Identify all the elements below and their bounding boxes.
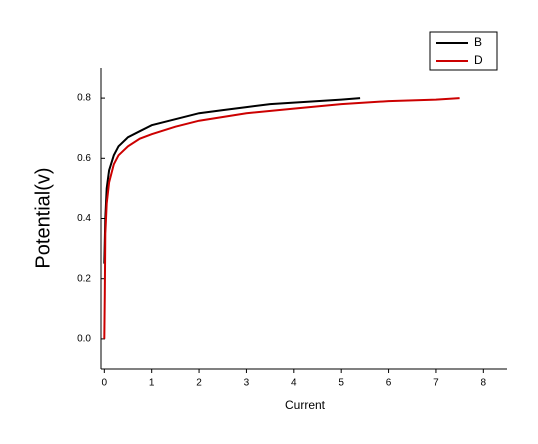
legend-label: B: [474, 35, 482, 49]
legend-label: D: [474, 53, 483, 67]
x-tick-label: 6: [386, 378, 392, 389]
x-tick-label: 0: [102, 378, 108, 389]
y-tick-label: 0.6: [77, 153, 91, 164]
y-tick-label: 0.8: [77, 93, 91, 104]
y-tick-label: 0.0: [77, 334, 91, 345]
x-tick-label: 5: [338, 378, 344, 389]
y-axis-label: Potential(v): [32, 167, 54, 268]
x-axis-label: Current: [285, 398, 326, 412]
x-tick-label: 1: [149, 378, 155, 389]
legend-box: [429, 31, 498, 71]
series-line: [103, 97, 460, 339]
x-tick-label: 7: [433, 378, 439, 389]
x-tick-label: 4: [291, 378, 297, 389]
y-tick-label: 0.2: [77, 273, 91, 284]
x-tick-label: 8: [481, 378, 487, 389]
y-tick-label: 0.4: [77, 213, 91, 224]
series-line: [103, 97, 361, 264]
x-tick-label: 3: [244, 378, 250, 389]
x-tick-label: 2: [196, 378, 202, 389]
